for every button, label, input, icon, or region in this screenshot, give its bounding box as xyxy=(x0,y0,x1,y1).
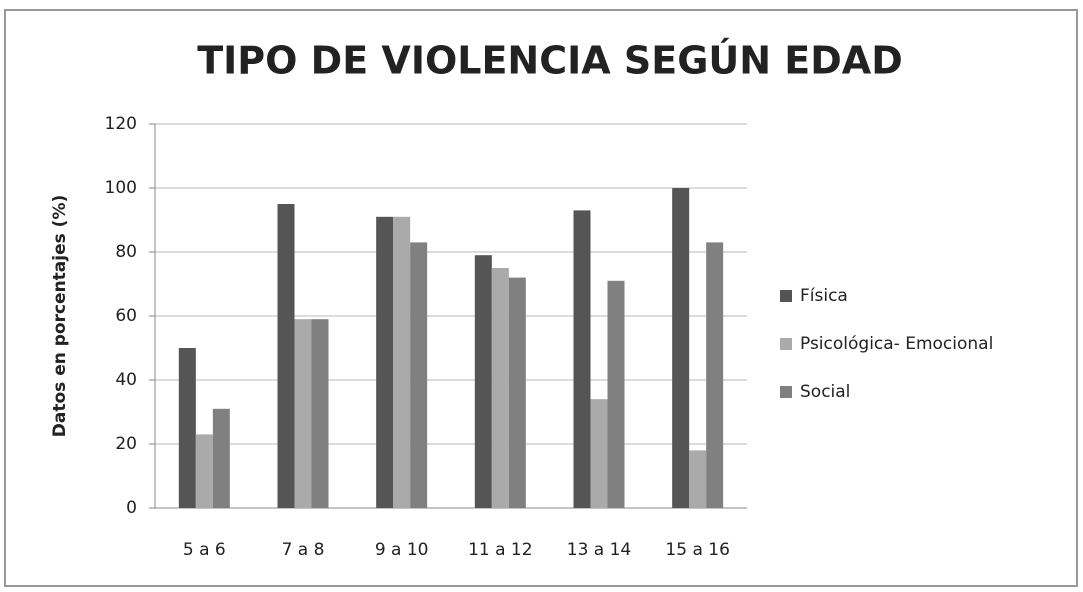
y-tick-label: 120 xyxy=(105,114,137,134)
bar xyxy=(474,255,492,508)
chart-title: TIPO DE VIOLENCIA SEGÚN EDAD xyxy=(197,39,903,83)
y-tick-label: 60 xyxy=(115,306,137,326)
bar xyxy=(212,408,230,508)
bar xyxy=(508,277,526,508)
x-tick-label: 13 a 14 xyxy=(567,540,632,560)
bar xyxy=(195,434,213,508)
y-axis-label: Datos en porcentajes (%) xyxy=(50,195,70,437)
bar xyxy=(277,204,295,508)
x-tick-label: 7 a 8 xyxy=(282,540,325,560)
bar xyxy=(178,348,196,508)
x-tick-label: 9 a 10 xyxy=(375,540,429,560)
bar xyxy=(573,210,591,508)
bar xyxy=(376,216,394,509)
bar xyxy=(491,268,509,508)
x-tick-label: 15 a 16 xyxy=(665,540,730,560)
bar xyxy=(689,450,707,508)
bar xyxy=(590,399,608,508)
bar xyxy=(311,319,329,508)
bar xyxy=(410,242,428,508)
bar xyxy=(672,188,690,508)
y-tick-label: 100 xyxy=(105,178,137,198)
y-tick-label: 40 xyxy=(115,370,137,390)
x-tick-label: 5 a 6 xyxy=(183,540,226,560)
y-tick-label: 20 xyxy=(115,434,137,454)
bar xyxy=(607,280,625,508)
legend-label: Psicológica- Emocional xyxy=(800,334,993,354)
y-tick-label: 80 xyxy=(115,242,137,262)
bar xyxy=(294,319,312,508)
x-tick-label: 11 a 12 xyxy=(468,540,533,560)
legend-label: Social xyxy=(800,382,850,402)
chart-border xyxy=(4,9,1078,587)
legend-swatch xyxy=(780,338,792,350)
legend-label: Física xyxy=(800,286,848,306)
bar xyxy=(706,242,724,508)
y-tick-label: 0 xyxy=(126,498,137,518)
legend-swatch xyxy=(780,386,792,398)
legend-swatch xyxy=(780,290,792,302)
bar xyxy=(393,216,411,509)
